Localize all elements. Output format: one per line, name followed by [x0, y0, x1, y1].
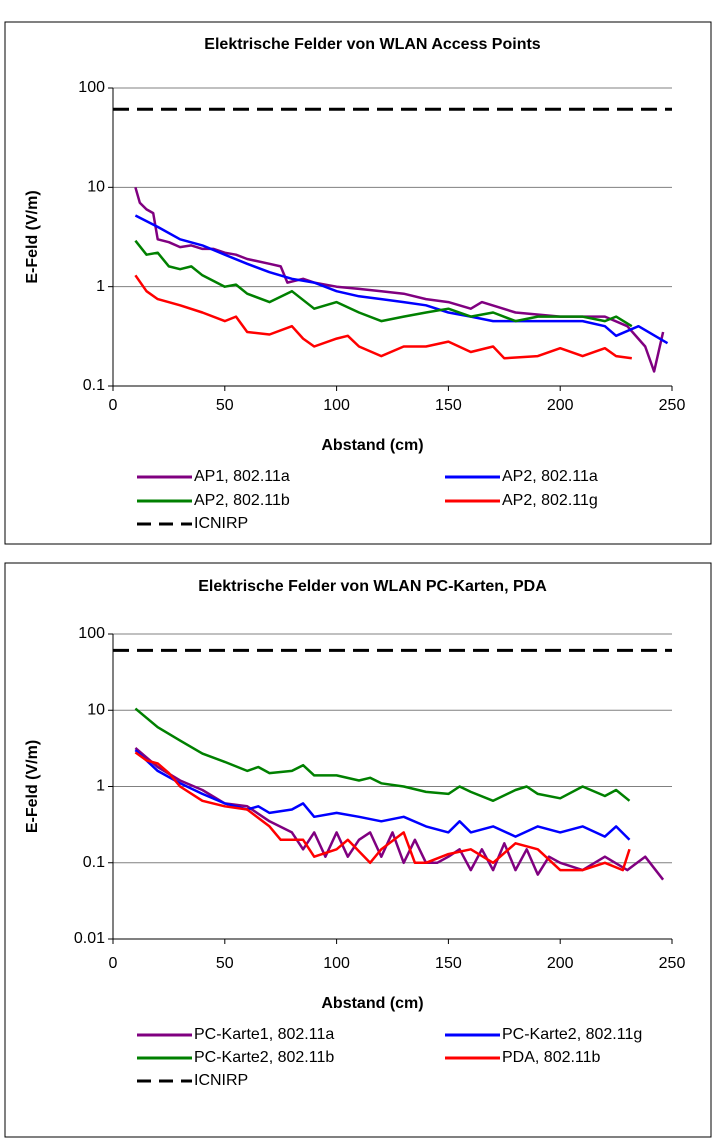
- series-line: [134, 214, 669, 345]
- chart-title: Elektrische Felder von WLAN Access Point…: [204, 36, 541, 53]
- x-tick-label: 150: [435, 955, 462, 972]
- x-tick-label: 50: [216, 397, 234, 414]
- x-tick-label: 200: [547, 397, 574, 414]
- x-tick-label: 250: [659, 397, 686, 414]
- series-line: [134, 749, 631, 841]
- x-tick-label: 250: [659, 955, 686, 972]
- y-tick-label: 0.1: [83, 377, 105, 394]
- legend-label: AP2, 802.11b: [194, 492, 290, 509]
- legend-label: PC-Karte1, 802.11a: [194, 1026, 334, 1043]
- chart-title: Elektrische Felder von WLAN PC-Karten, P…: [198, 578, 547, 595]
- series-line: [134, 186, 665, 373]
- y-tick-label: 100: [78, 79, 105, 96]
- legend-label: AP2, 802.11a: [502, 468, 598, 485]
- series-line: [134, 274, 632, 360]
- y-tick-label: 1: [96, 778, 105, 795]
- x-tick-label: 0: [109, 955, 118, 972]
- legend-label: ICNIRP: [194, 515, 248, 532]
- legend-label: AP2, 802.11g: [502, 492, 598, 509]
- x-axis-title: Abstand (cm): [321, 995, 423, 1012]
- legend-label: ICNIRP: [194, 1072, 248, 1089]
- x-tick-label: 0: [109, 397, 118, 414]
- x-tick-label: 50: [216, 955, 234, 972]
- x-tick-label: 100: [323, 955, 350, 972]
- y-tick-label: 10: [87, 701, 105, 718]
- x-tick-label: 150: [435, 397, 462, 414]
- legend-label: AP1, 802.11a: [194, 468, 290, 485]
- x-axis-title: Abstand (cm): [321, 437, 423, 454]
- y-tick-label: 10: [87, 179, 105, 196]
- series-line: [134, 707, 631, 803]
- legend-label: PC-Karte2, 802.11g: [502, 1026, 642, 1043]
- y-tick-label: 1: [96, 278, 105, 295]
- x-tick-label: 100: [323, 397, 350, 414]
- y-axis-title: E-Feld (V/m): [24, 740, 41, 833]
- y-axis-title: E-Feld (V/m): [24, 190, 41, 283]
- chart-frame: [4, 21, 712, 545]
- series-line: [134, 239, 633, 328]
- legend-label: PC-Karte2, 802.11b: [194, 1049, 334, 1066]
- legend-label: PDA, 802.11b: [502, 1049, 601, 1066]
- y-tick-label: 0.01: [74, 930, 105, 947]
- series-line: [134, 751, 631, 872]
- series-line: [134, 747, 665, 881]
- x-tick-label: 200: [547, 955, 574, 972]
- y-tick-label: 100: [78, 625, 105, 642]
- y-tick-label: 0.1: [83, 854, 105, 871]
